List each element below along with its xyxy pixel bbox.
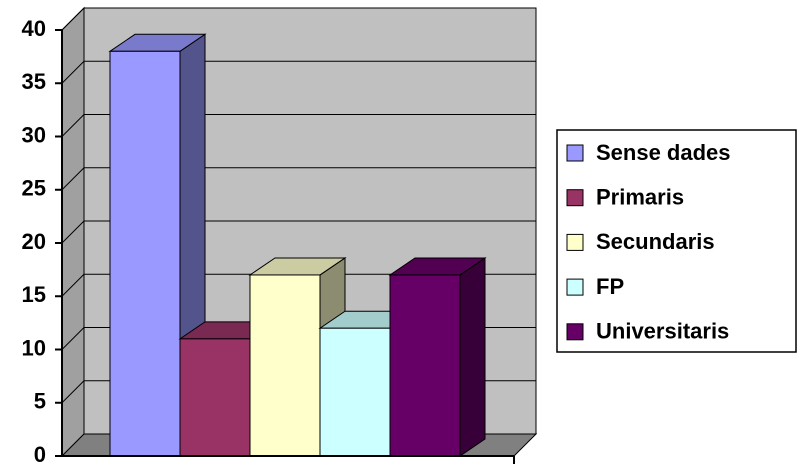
legend-swatch	[566, 278, 584, 296]
bar	[319, 327, 391, 457]
y-tick-label: 40	[22, 16, 46, 41]
legend-label: FP	[596, 274, 624, 299]
legend-label: Secundaris	[596, 229, 715, 254]
bars	[108, 33, 487, 457]
y-tick-label: 0	[34, 442, 46, 467]
bar	[179, 338, 251, 457]
bar	[109, 50, 181, 457]
legend-label: Sense dades	[596, 140, 731, 165]
bar	[249, 274, 321, 457]
legend-label: Universitaris	[596, 319, 729, 344]
bar-side	[459, 257, 486, 457]
legend-swatch	[566, 233, 584, 251]
grid-line	[61, 273, 85, 297]
grid-line	[61, 220, 85, 244]
bar	[389, 274, 461, 457]
grid-line	[61, 7, 85, 31]
y-tick-label: 15	[22, 282, 46, 307]
legend-swatch	[566, 144, 584, 162]
grid-line	[61, 167, 85, 191]
y-tick-label: 5	[34, 389, 46, 414]
grid-line	[61, 327, 85, 350]
legend-swatch	[566, 323, 584, 341]
y-tick-label: 30	[22, 122, 46, 147]
legend-label: Primaris	[596, 185, 684, 210]
y-tick-label: 35	[22, 69, 46, 94]
y-tick-label: 20	[22, 229, 46, 254]
y-tick-label: 25	[22, 176, 46, 201]
grid-line	[61, 114, 85, 137]
legend-swatch	[566, 189, 584, 207]
y-tick-label: 10	[22, 335, 46, 360]
grid-line	[61, 380, 85, 404]
legend	[556, 129, 797, 353]
grid-line	[61, 60, 85, 84]
